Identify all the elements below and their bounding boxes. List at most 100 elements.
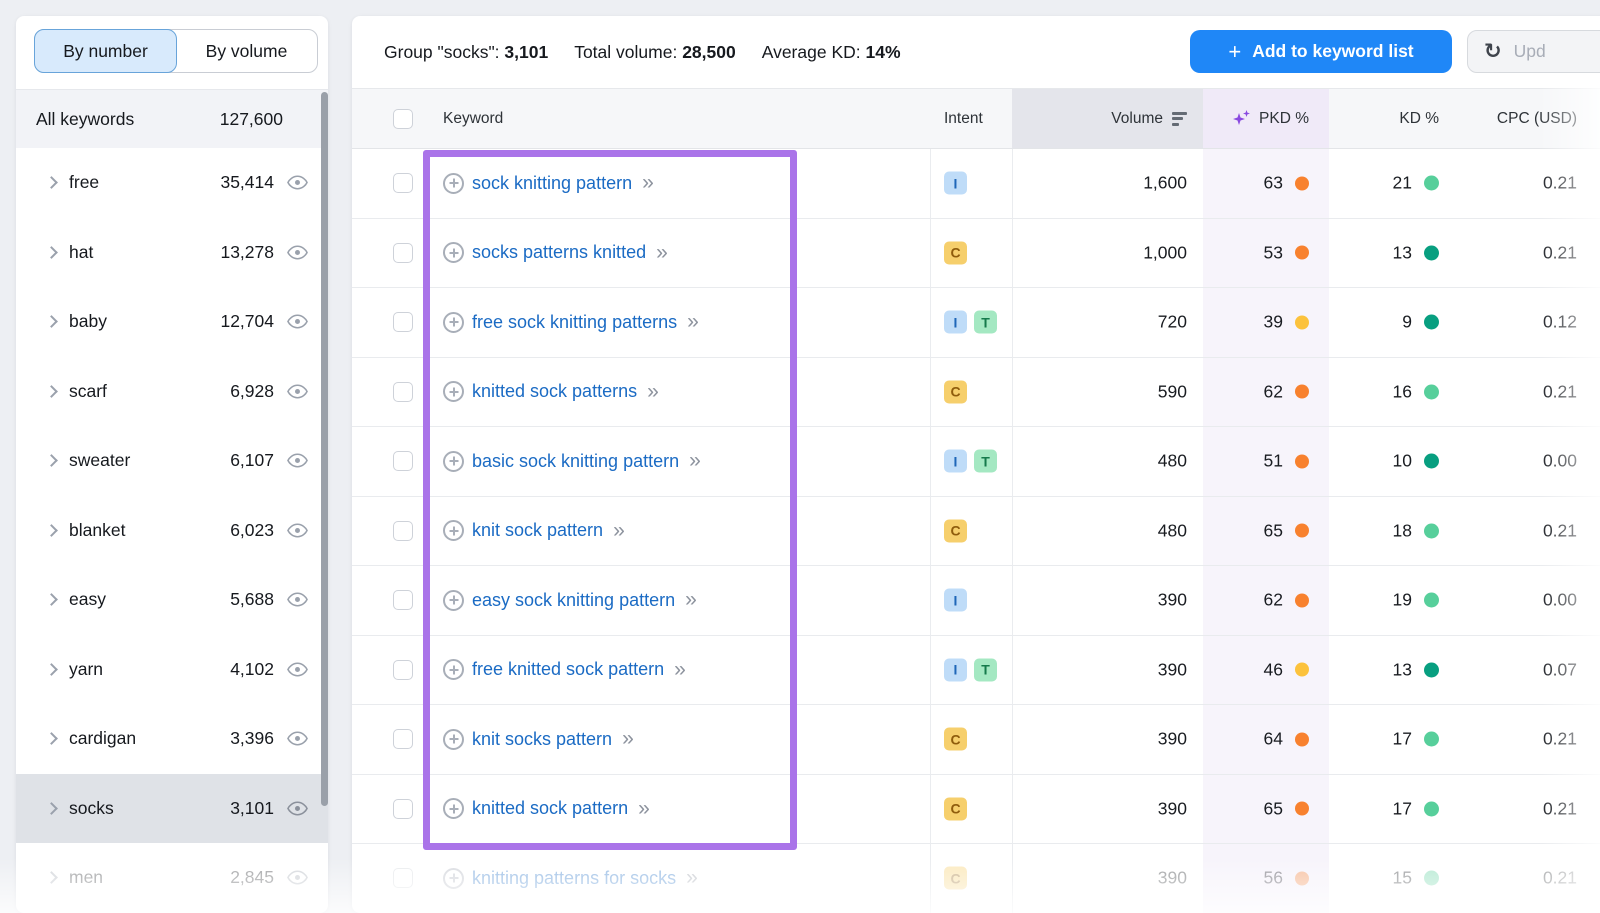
add-keyword-icon[interactable] — [443, 242, 464, 264]
sidebar-item-cardigan[interactable]: cardigan 3,396 — [16, 704, 328, 774]
add-keyword-icon[interactable] — [443, 450, 464, 472]
add-to-keyword-list-button[interactable]: + Add to keyword list — [1190, 30, 1452, 73]
sidebar-item-socks[interactable]: socks 3,101 — [16, 773, 328, 843]
chevron-right-icon[interactable] — [45, 662, 58, 676]
keyword-link[interactable]: knitted sock pattern — [472, 798, 629, 819]
open-keyword-icon[interactable]: » — [656, 240, 668, 264]
sidebar-item-free[interactable]: free 35,414 — [16, 148, 328, 218]
eye-icon[interactable] — [287, 453, 308, 468]
group-count: 5,688 — [230, 589, 274, 610]
keyword-link[interactable]: knitted sock patterns — [472, 381, 638, 402]
open-keyword-icon[interactable]: » — [638, 796, 650, 820]
row-checkbox[interactable] — [393, 173, 413, 194]
row-checkbox[interactable] — [393, 520, 413, 541]
cpc-value: 0.21 — [1542, 242, 1577, 263]
keyword-link[interactable]: easy sock knitting pattern — [472, 589, 676, 610]
row-checkbox[interactable] — [393, 659, 413, 680]
eye-icon[interactable] — [287, 245, 308, 260]
chevron-right-icon[interactable] — [45, 176, 58, 190]
keyword-link[interactable]: socks patterns knitted — [472, 242, 647, 263]
chevron-right-icon[interactable] — [45, 245, 58, 259]
add-keyword-icon[interactable] — [443, 520, 464, 542]
cpc-column-header[interactable]: CPC (USD) — [1496, 109, 1577, 127]
add-keyword-icon[interactable] — [443, 798, 464, 820]
sidebar-item-easy[interactable]: easy 5,688 — [16, 565, 328, 635]
chevron-right-icon[interactable] — [45, 384, 58, 398]
row-checkbox[interactable] — [393, 451, 413, 472]
update-metrics-button[interactable]: ↻ Upd — [1467, 30, 1600, 73]
open-keyword-icon[interactable]: » — [647, 379, 659, 403]
sidebar-item-yarn[interactable]: yarn 4,102 — [16, 635, 328, 705]
eye-icon[interactable] — [287, 314, 308, 329]
open-keyword-icon[interactable]: » — [685, 588, 697, 612]
add-keyword-icon[interactable] — [443, 728, 464, 750]
chevron-right-icon[interactable] — [45, 871, 58, 885]
eye-icon[interactable] — [287, 801, 308, 816]
volume-column-header[interactable]: Volume — [1111, 110, 1187, 128]
sort-descending-icon[interactable] — [1172, 111, 1187, 126]
keyword-link[interactable]: free sock knitting patterns — [472, 311, 678, 332]
average-kd-stat: Average KD: 14% — [762, 42, 901, 63]
open-keyword-icon[interactable]: » — [689, 449, 701, 473]
select-all-checkbox[interactable] — [393, 108, 413, 129]
keyword-link[interactable]: knitting patterns for socks — [472, 867, 677, 888]
chevron-right-icon[interactable] — [45, 454, 58, 468]
row-checkbox[interactable] — [393, 590, 413, 611]
chevron-right-icon[interactable] — [45, 523, 58, 537]
open-keyword-icon[interactable]: » — [642, 171, 654, 195]
sidebar-item-men[interactable]: men 2,845 — [16, 843, 328, 913]
intent-badge: C — [944, 380, 967, 404]
add-keyword-icon[interactable] — [443, 172, 464, 194]
sidebar-item-scarf[interactable]: scarf 6,928 — [16, 357, 328, 427]
sidebar-item-all-keywords[interactable]: All keywords 127,600 — [16, 90, 328, 148]
eye-icon[interactable] — [287, 523, 308, 538]
tab-by-number[interactable]: By number — [34, 29, 177, 73]
open-keyword-icon[interactable]: » — [613, 518, 625, 542]
add-keyword-icon[interactable] — [443, 311, 464, 333]
chevron-right-icon[interactable] — [45, 315, 58, 329]
add-keyword-icon[interactable] — [443, 381, 464, 403]
eye-icon[interactable] — [287, 731, 308, 746]
keyword-link[interactable]: free knitted sock pattern — [472, 659, 665, 680]
chevron-right-icon[interactable] — [45, 593, 58, 607]
open-keyword-icon[interactable]: » — [687, 310, 699, 334]
add-keyword-icon[interactable] — [443, 659, 464, 681]
pkd-column-header[interactable]: PKD % — [1232, 109, 1309, 129]
row-checkbox[interactable] — [393, 312, 413, 333]
add-keyword-icon[interactable] — [443, 867, 464, 889]
row-checkbox[interactable] — [393, 729, 413, 750]
sidebar-item-blanket[interactable]: blanket 6,023 — [16, 496, 328, 566]
row-checkbox[interactable] — [393, 798, 413, 819]
keyword-link[interactable]: basic sock knitting pattern — [472, 450, 680, 471]
sidebar-item-baby[interactable]: baby 12,704 — [16, 287, 328, 357]
kd-column-header[interactable]: KD % — [1399, 109, 1439, 127]
eye-icon[interactable] — [287, 592, 308, 607]
keyword-link[interactable]: sock knitting pattern — [472, 172, 633, 193]
open-keyword-icon[interactable]: » — [686, 866, 698, 890]
open-keyword-icon[interactable]: » — [674, 657, 686, 681]
row-checkbox[interactable] — [393, 381, 413, 402]
kd-dot — [1424, 801, 1439, 817]
sidebar-scrollbar[interactable] — [321, 92, 328, 806]
row-checkbox[interactable] — [393, 868, 413, 889]
sidebar-item-sweater[interactable]: sweater 6,107 — [16, 426, 328, 496]
row-checkbox[interactable] — [393, 242, 413, 263]
keyword-link[interactable]: knit sock pattern — [472, 520, 604, 541]
table-row: sock knitting pattern » I 1,600 63 21 0.… — [352, 149, 1600, 219]
keyword-column-header[interactable]: Keyword — [443, 109, 504, 127]
sidebar-item-hat[interactable]: hat 13,278 — [16, 218, 328, 288]
eye-icon[interactable] — [287, 870, 308, 885]
tab-by-volume[interactable]: By volume — [205, 40, 288, 61]
eye-icon[interactable] — [287, 175, 308, 190]
add-keyword-icon[interactable] — [443, 589, 464, 611]
pkd-value: 64 — [1263, 728, 1283, 749]
kd-value: 13 — [1392, 659, 1412, 680]
chevron-right-icon[interactable] — [45, 801, 58, 815]
eye-icon[interactable] — [287, 384, 308, 399]
volume-value: 720 — [1157, 311, 1187, 332]
eye-icon[interactable] — [287, 662, 308, 677]
intent-column-header[interactable]: Intent — [944, 109, 983, 127]
keyword-link[interactable]: knit socks pattern — [472, 728, 613, 749]
open-keyword-icon[interactable]: » — [622, 727, 634, 751]
chevron-right-icon[interactable] — [45, 732, 58, 746]
